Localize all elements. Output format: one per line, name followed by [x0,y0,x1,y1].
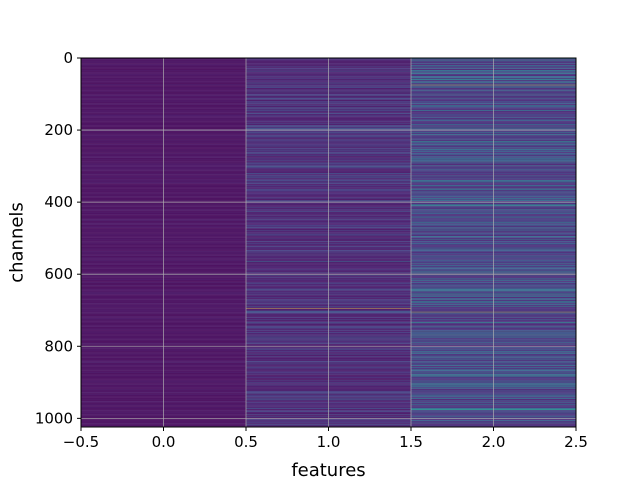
y-tick-label: 800 [44,337,73,355]
x-axis-label: features [291,460,365,480]
y-tick-label: 1000 [35,409,73,427]
plot-area [80,57,577,428]
y-tick-label: 200 [44,121,73,139]
x-tick-label: 0.0 [152,433,176,451]
y-axis-label: channels [6,202,27,283]
x-axis-ticks: −0.5 0.0 0.5 1.0 1.5 2.0 2.5 [63,427,588,451]
x-tick-label: 1.5 [399,433,423,451]
y-tick-label: 0 [63,49,73,67]
y-tick-label: 400 [44,193,73,211]
x-tick-label: 2.5 [564,433,588,451]
x-tick-label: 1.0 [317,433,341,451]
grid-lines [81,58,576,427]
x-tick-label: −0.5 [63,433,99,451]
x-tick-label: 0.5 [234,433,258,451]
y-axis-ticks: 0 200 400 600 800 1000 [35,49,81,427]
x-tick-label: 2.0 [482,433,506,451]
y-tick-label: 600 [44,265,73,283]
